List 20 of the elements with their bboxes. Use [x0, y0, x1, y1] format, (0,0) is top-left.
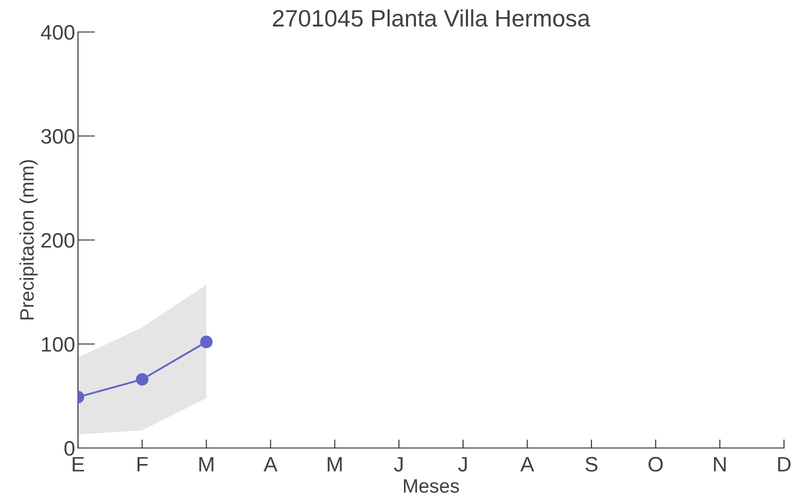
y-tick-label: 400 [40, 25, 74, 40]
x-axis-title: Meses [404, 479, 459, 493]
x-tick-label: O [648, 456, 663, 472]
chart-title: 2701045 Planta Villa Hermosa [272, 9, 590, 27]
x-tick-label: M [199, 457, 214, 472]
y-axis-title: Precipitacion (mm) [20, 160, 38, 320]
x-tick-label: E [72, 457, 84, 472]
y-tick-label: 0 [64, 441, 74, 456]
y-tick-label: 100 [42, 337, 74, 352]
x-tick-label: M [328, 457, 342, 472]
y-tick-label: 200 [42, 233, 74, 248]
x-tick-label: N [714, 457, 726, 472]
x-tick-label: J [458, 457, 467, 472]
x-tick-label: S [585, 456, 598, 472]
x-tick-label: A [264, 457, 278, 472]
x-tick-label: F [138, 457, 148, 472]
x-tick-label: J [394, 457, 403, 472]
y-tick-label: 300 [41, 129, 74, 144]
x-tick-label: D [778, 457, 791, 472]
x-tick-label: A [520, 457, 534, 472]
